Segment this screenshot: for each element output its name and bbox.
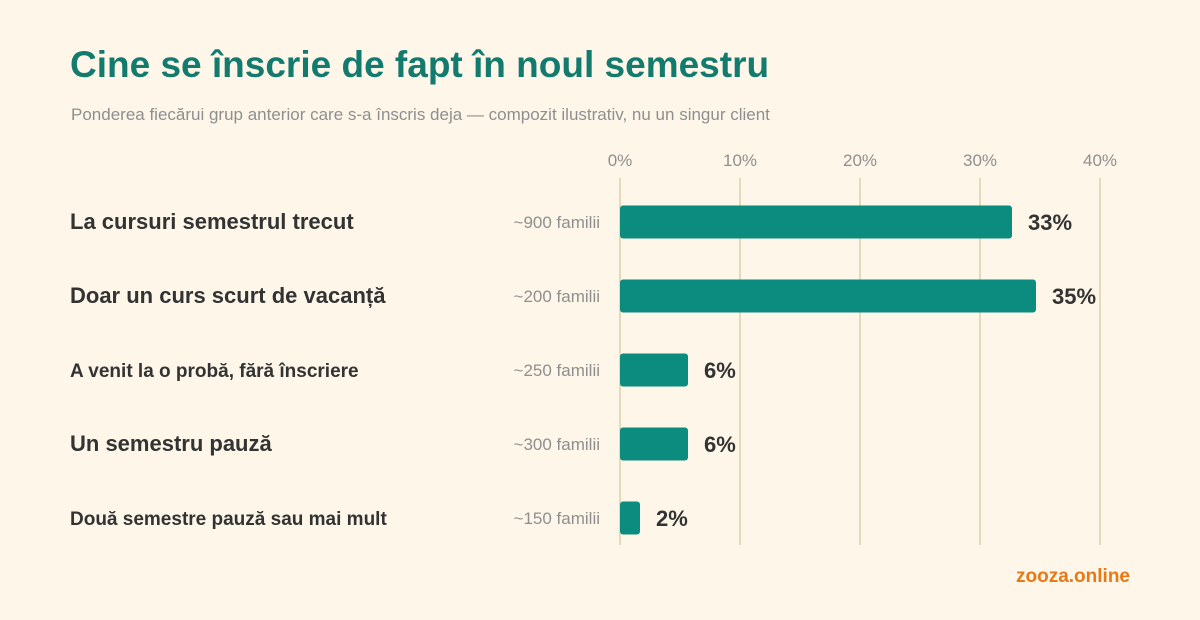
category-note: ~150 familii (514, 509, 600, 528)
bar-value-label: 35% (1052, 284, 1096, 309)
bar-value-label: 6% (704, 432, 736, 457)
bar (620, 353, 688, 387)
category-label: La cursuri semestrul trecut (70, 209, 354, 234)
category-note: ~300 familii (514, 435, 600, 454)
category-label: Doar un curs scurt de vacanță (70, 283, 386, 308)
bar (620, 501, 640, 535)
bar-value-label: 2% (656, 506, 688, 531)
brand-logo: zooza.online (1016, 566, 1130, 587)
bar (620, 205, 1012, 239)
chart-title: Cine se înscrie de fapt în noul semestru (70, 44, 770, 85)
x-tick-label: 20% (843, 151, 877, 170)
bar (620, 427, 688, 461)
chart-subtitle: Ponderea fiecărui grup anterior care s-a… (71, 105, 770, 124)
x-tick-label: 10% (723, 151, 757, 170)
bar-value-label: 33% (1028, 210, 1072, 235)
x-tick-label: 0% (608, 151, 633, 170)
x-tick-label: 40% (1083, 151, 1117, 170)
category-note: ~250 familii (514, 361, 600, 380)
x-tick-label: 30% (963, 151, 997, 170)
category-note: ~200 familii (514, 287, 600, 306)
bar (620, 279, 1036, 313)
category-note: ~900 familii (514, 213, 600, 232)
category-label: Două semestre pauză sau mai mult (70, 509, 387, 530)
category-label: Un semestru pauză (70, 431, 272, 456)
category-label: A venit la o probă, fără înscriere (70, 361, 359, 382)
bar-value-label: 6% (704, 358, 736, 383)
